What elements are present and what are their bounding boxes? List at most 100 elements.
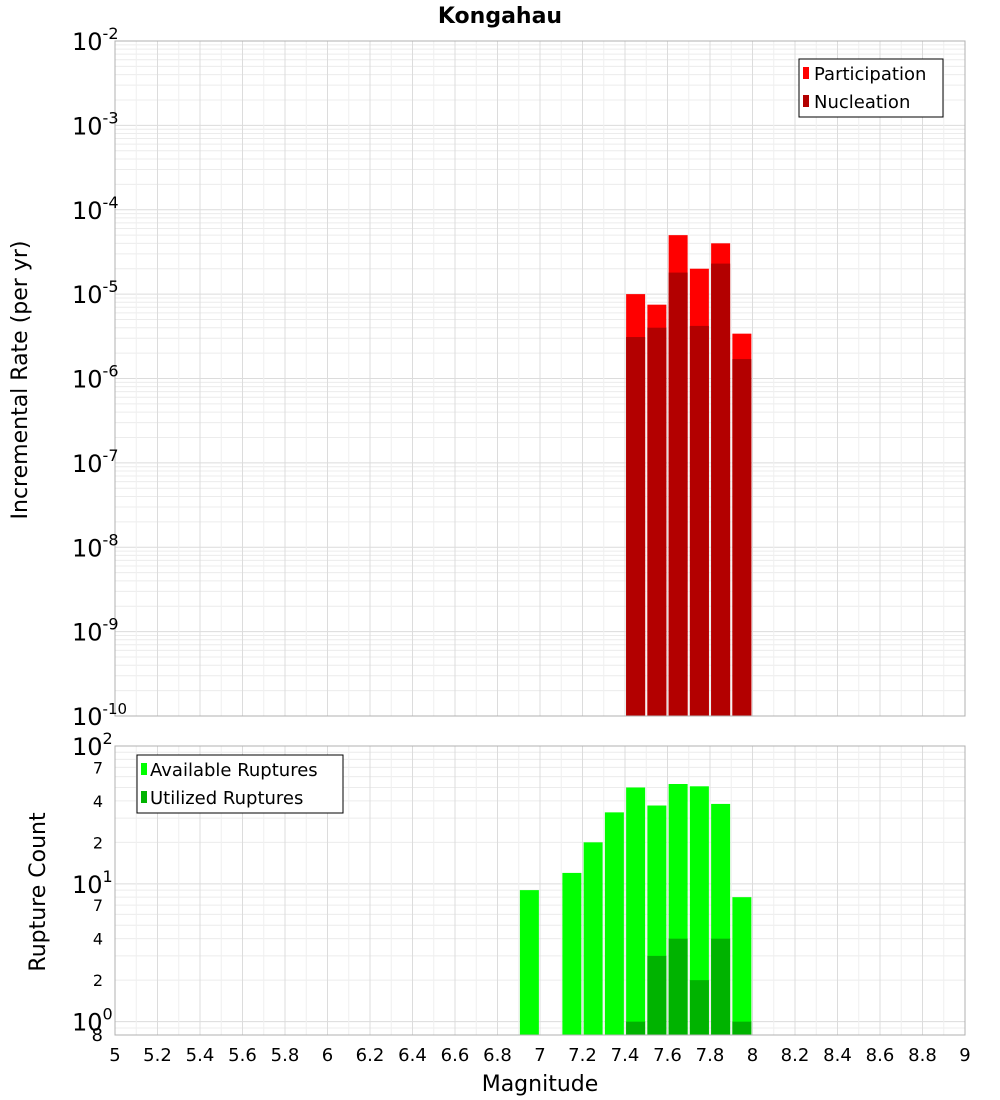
- x-tick-label: 8: [747, 1045, 758, 1066]
- bottom-plot-border: [114, 745, 966, 1036]
- available-ruptures-bar: [583, 842, 603, 1035]
- x-tick-label: 7.4: [611, 1045, 640, 1066]
- x-tick-label: 5: [109, 1045, 120, 1066]
- x-tick-label: 8.2: [781, 1045, 810, 1066]
- x-tick-label: 5.2: [143, 1045, 172, 1066]
- top-y-tick-exp: -9: [103, 615, 119, 634]
- bottom-y-tick-minor-label: 8: [92, 1025, 103, 1046]
- bottom-y-tick-exp: 1: [103, 867, 113, 886]
- bottom-y-tick-major-label: 101: [72, 867, 113, 899]
- top-y-tick-label: 10-6: [72, 362, 119, 394]
- x-tick-label: 8.6: [866, 1045, 895, 1066]
- utilized-ruptures-bar: [647, 955, 667, 1035]
- bottom-legend-swatch: [141, 763, 147, 775]
- x-tick-label: 8.4: [823, 1045, 852, 1066]
- bottom-y-tick-exp: 2: [103, 729, 113, 748]
- x-axis-label: Magnitude: [482, 1072, 599, 1097]
- top-grid: [114, 41, 966, 717]
- x-tick-label: 5.6: [228, 1045, 257, 1066]
- top-y-axis-label: Incremental Rate (per yr): [8, 241, 33, 520]
- bottom-y-axis-label: Rupture Count: [26, 812, 51, 972]
- top-y-tick-exp: -6: [103, 362, 119, 381]
- bottom-y-tick-minor-label: 2: [93, 833, 103, 852]
- nucleation-bar: [668, 272, 688, 716]
- top-plot-border: [114, 40, 966, 717]
- bottom-legend-label: Available Ruptures: [150, 760, 318, 781]
- top-y-tick-exp: -7: [103, 446, 119, 465]
- x-tick-label: 6: [322, 1045, 333, 1066]
- top-y-tick-exp: -2: [103, 24, 119, 43]
- top-y-tick-label: 10-4: [72, 193, 119, 225]
- chart-title: Kongahau: [438, 4, 562, 29]
- x-tick-label: 5.8: [271, 1045, 300, 1066]
- top-y-tick-label: 10-2: [72, 24, 119, 56]
- top-y-tick-exp: -3: [103, 108, 119, 127]
- x-tick-label: 7.2: [568, 1045, 597, 1066]
- top-y-tick-exp: -5: [103, 277, 119, 296]
- top-y-tick-base: 10: [72, 28, 103, 56]
- top-y-tick-label: 10-8: [72, 530, 119, 562]
- bottom-y-tick-base: 10: [72, 1009, 103, 1037]
- nucleation-bar: [626, 337, 646, 716]
- x-tick-label: 6.4: [398, 1045, 427, 1066]
- utilized-ruptures-bar: [732, 1021, 752, 1035]
- nucleation-bar: [689, 325, 709, 716]
- top-y-tick-base: 10: [72, 703, 103, 731]
- top-legend-label: Participation: [814, 64, 926, 85]
- top-y-tick-exp: -10: [103, 700, 128, 718]
- available-ruptures-bar: [689, 786, 709, 1035]
- available-ruptures-bar: [626, 787, 646, 1035]
- x-tick-label: 7: [534, 1045, 545, 1066]
- nucleation-bar: [732, 359, 752, 716]
- top-y-tick-label: 10-10: [72, 700, 127, 731]
- x-tick-label: 6.2: [356, 1045, 385, 1066]
- top-panel-incremental-rate: 10-210-310-410-510-610-710-810-910-10Kon…: [8, 4, 966, 731]
- x-tick-label: 7.8: [696, 1045, 725, 1066]
- top-y-tick-base: 10: [72, 619, 103, 647]
- x-tick-label: 9: [959, 1045, 970, 1066]
- utilized-ruptures-bar: [626, 1021, 646, 1035]
- nucleation-bar: [711, 263, 731, 716]
- top-y-tick-base: 10: [72, 534, 103, 562]
- top-legend-swatch: [803, 67, 809, 79]
- bottom-y-tick-base: 10: [72, 871, 103, 899]
- bottom-grid: [114, 746, 966, 1036]
- top-y-tick-exp: -4: [103, 193, 119, 212]
- x-tick-label: 8.8: [908, 1045, 937, 1066]
- bottom-y-tick-minor-label: 7: [93, 896, 103, 915]
- bottom-y-tick-major-label: 100: [72, 1005, 113, 1037]
- bottom-y-tick-minor-label: 4: [93, 930, 103, 949]
- bottom-y-tick-minor-label: 7: [93, 758, 103, 777]
- available-ruptures-bar: [604, 812, 624, 1035]
- bottom-legend: Available Ruptures Utilized Ruptures: [136, 754, 344, 814]
- top-y-tick-label: 10-7: [72, 446, 119, 478]
- available-ruptures-bar: [732, 897, 752, 1035]
- top-y-tick-label: 10-3: [72, 108, 119, 140]
- bottom-y-tick-minor-label: 2: [93, 971, 103, 990]
- top-y-tick-base: 10: [72, 366, 103, 394]
- available-ruptures-bar: [519, 890, 539, 1035]
- top-legend-swatch: [803, 95, 809, 107]
- top-y-tick-label: 10-5: [72, 277, 119, 309]
- nucleation-bar: [647, 327, 667, 716]
- utilized-ruptures-bar: [689, 980, 709, 1035]
- bottom-legend-label: Utilized Ruptures: [150, 788, 303, 809]
- top-y-tick-base: 10: [72, 281, 103, 309]
- top-y-tick-exp: -8: [103, 530, 119, 549]
- top-y-tick-base: 10: [72, 197, 103, 225]
- bottom-legend-box: [136, 754, 344, 814]
- x-tick-label: 5.4: [186, 1045, 215, 1066]
- bottom-y-tick-minor-label: 4: [93, 792, 103, 811]
- top-legend: Participation Nucleation: [798, 58, 944, 118]
- bottom-y-tick-exp: 0: [103, 1005, 113, 1024]
- bottom-legend-swatch: [141, 791, 147, 803]
- top-legend-label: Nucleation: [814, 92, 910, 113]
- top-legend-box: [798, 58, 944, 118]
- x-tick-label: 6.8: [483, 1045, 512, 1066]
- x-tick-label: 6.6: [441, 1045, 470, 1066]
- top-y-tick-base: 10: [72, 112, 103, 140]
- bottom-y-tick-base: 10: [72, 733, 103, 761]
- utilized-ruptures-bar: [711, 938, 731, 1035]
